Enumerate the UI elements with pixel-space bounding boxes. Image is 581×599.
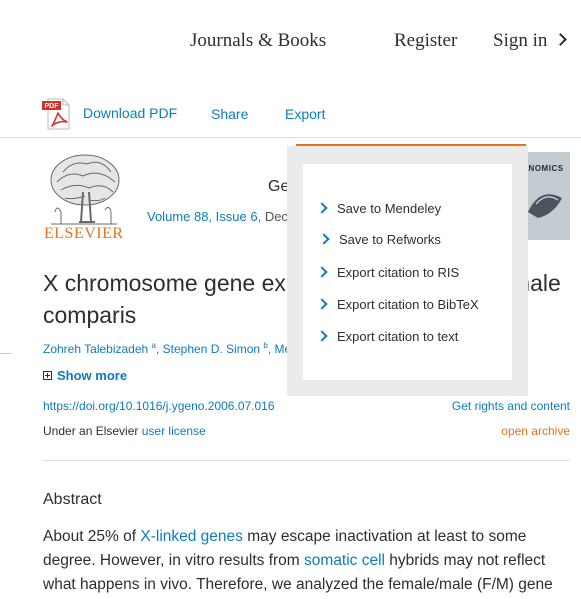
chevron-right-icon — [316, 202, 328, 214]
elsevier-wordmark: ELSEVIER — [44, 225, 124, 242]
journals-books-link[interactable]: Journals & Books — [190, 30, 327, 51]
show-more-button[interactable]: Show more — [43, 368, 127, 383]
abstract-heading: Abstract — [43, 491, 102, 508]
somatic-cell-link[interactable]: somatic cell — [304, 552, 385, 569]
abstract-text-part: About 25% of — [43, 528, 141, 545]
sign-in-link[interactable]: Sign in — [493, 30, 568, 52]
license-prefix: Under an Elsevier — [43, 424, 142, 438]
export-menu — [303, 164, 512, 380]
menu-item-label: Save to Refworks — [339, 232, 441, 247]
menu-item-label: Export citation to BibTeX — [337, 297, 479, 312]
menu-item-label: Save to Mendeley — [337, 201, 442, 216]
save-to-mendeley-item[interactable]: Save to Mendeley — [316, 201, 442, 216]
author-affiliation-mark: b — [263, 341, 268, 350]
x-linked-genes-link[interactable]: X-linked genes — [140, 528, 243, 545]
share-button[interactable]: Share — [211, 106, 249, 122]
sign-in-label: Sign in — [493, 30, 548, 51]
show-more-label: Show more — [57, 368, 128, 383]
export-ris-item[interactable]: Export citation to RIS — [316, 265, 460, 280]
chevron-right-icon — [316, 298, 328, 310]
export-dropdown-accent — [296, 144, 526, 146]
user-license-link[interactable]: user license — [141, 424, 206, 438]
author-affiliation-mark: a — [151, 341, 156, 350]
svg-text:PDF: PDF — [45, 103, 60, 110]
abstract-text-part: hybrids may not reflect what happens in … — [43, 552, 553, 593]
author-separator: , — [267, 342, 275, 356]
top-navigation: Journals & Books Register Sign in — [0, 0, 581, 84]
author-link[interactable]: Zohreh Talebizadeh a — [43, 341, 156, 356]
author-link[interactable]: Stephen D. Simon b — [162, 341, 268, 356]
divider — [0, 353, 12, 354]
elsevier-tree-logo[interactable] — [43, 152, 123, 242]
chevron-right-icon — [316, 330, 328, 342]
rights-content-link[interactable]: Get rights and content — [451, 399, 570, 413]
abstract-text-part: may escape inactivation at least to some… — [43, 528, 527, 569]
volume-issue-label: Volume 88, Issue 6, — [147, 209, 262, 224]
cover-artwork — [528, 194, 562, 218]
menu-item-label: Export citation to RIS — [337, 265, 460, 280]
download-pdf-link[interactable]: Download PDF — [83, 105, 178, 121]
abstract-text: About 25% of X-linked genes may escape i… — [43, 525, 578, 597]
author-list: Zohreh Talebizadeh a, Stephen D. Simon b… — [43, 341, 291, 356]
divider — [43, 460, 570, 461]
article-toolbar: PDF Download PDF Share Export — [0, 96, 581, 138]
author-separator: , — [155, 342, 163, 356]
chevron-right-icon — [316, 266, 328, 278]
doi-link[interactable]: https://doi.org/10.1016/j.ygeno.2006.07.… — [43, 399, 275, 413]
menu-item-label: Export citation to text — [337, 329, 459, 344]
chevron-right-icon — [318, 233, 330, 245]
save-to-refworks-item[interactable]: Save to Refworks — [318, 232, 441, 247]
open-archive-badge: open archive — [501, 424, 570, 438]
author-name: Zohreh Talebizadeh — [43, 342, 149, 356]
export-text-item[interactable]: Export citation to text — [316, 329, 459, 344]
cover-title: GENOMICS — [516, 164, 564, 173]
export-button[interactable]: Export — [285, 106, 326, 122]
register-link[interactable]: Register — [394, 30, 458, 51]
plus-box-icon — [43, 371, 52, 380]
export-bibtex-item[interactable]: Export citation to BibTeX — [316, 297, 479, 312]
license-line: Under an Elsevier user license — [43, 424, 206, 438]
volume-issue-link[interactable]: Volume 88, Issue 6, Dece — [147, 209, 295, 224]
author-name: Stephen D. Simon — [162, 342, 261, 356]
pdf-file-icon[interactable]: PDF — [42, 98, 74, 130]
chevron-right-icon — [554, 33, 568, 46]
